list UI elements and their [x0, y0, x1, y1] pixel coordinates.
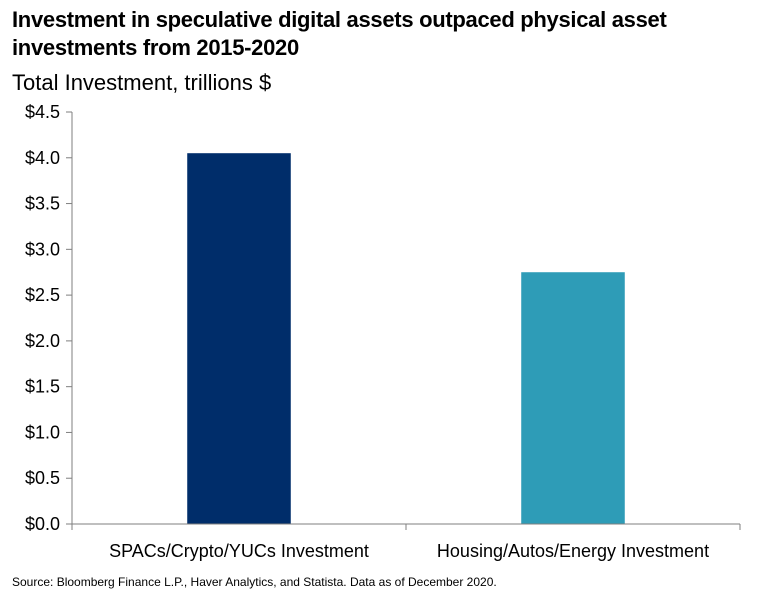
y-tick-label: $0.0	[25, 514, 60, 534]
bars	[187, 153, 625, 524]
chart-subtitle: Total Investment, trillions $	[12, 70, 272, 95]
source-note: Source: Bloomberg Finance L.P., Haver An…	[12, 575, 497, 589]
y-tick-label: $1.5	[25, 377, 60, 397]
y-axis: $0.0 $0.5 $1.0 $1.5 $2.0 $2.5 $3.0 $3.5 $4.0 $4.5	[25, 102, 73, 534]
bar-spacs-crypto-yucs	[187, 153, 291, 524]
y-tick-label: $3.5	[25, 194, 60, 214]
y-tick-label: $2.0	[25, 331, 60, 351]
y-tick-label: $4.0	[25, 148, 60, 168]
y-tick-label: $4.5	[25, 102, 60, 122]
chart-title: Investment in speculative digital assets…	[12, 7, 667, 60]
y-tick-label: $1.0	[25, 422, 60, 442]
x-axis: SPACs/Crypto/YUCs Investment Housing/Auto…	[71, 523, 741, 561]
y-tick-label: $3.0	[25, 239, 60, 259]
y-tick-label: $0.5	[25, 468, 60, 488]
bar-housing-autos-energy	[521, 272, 625, 524]
y-tick-label: $2.5	[25, 285, 60, 305]
x-category-label: SPACs/Crypto/YUCs Investment	[109, 541, 369, 561]
x-category-label: Housing/Autos/Energy Investment	[437, 541, 709, 561]
